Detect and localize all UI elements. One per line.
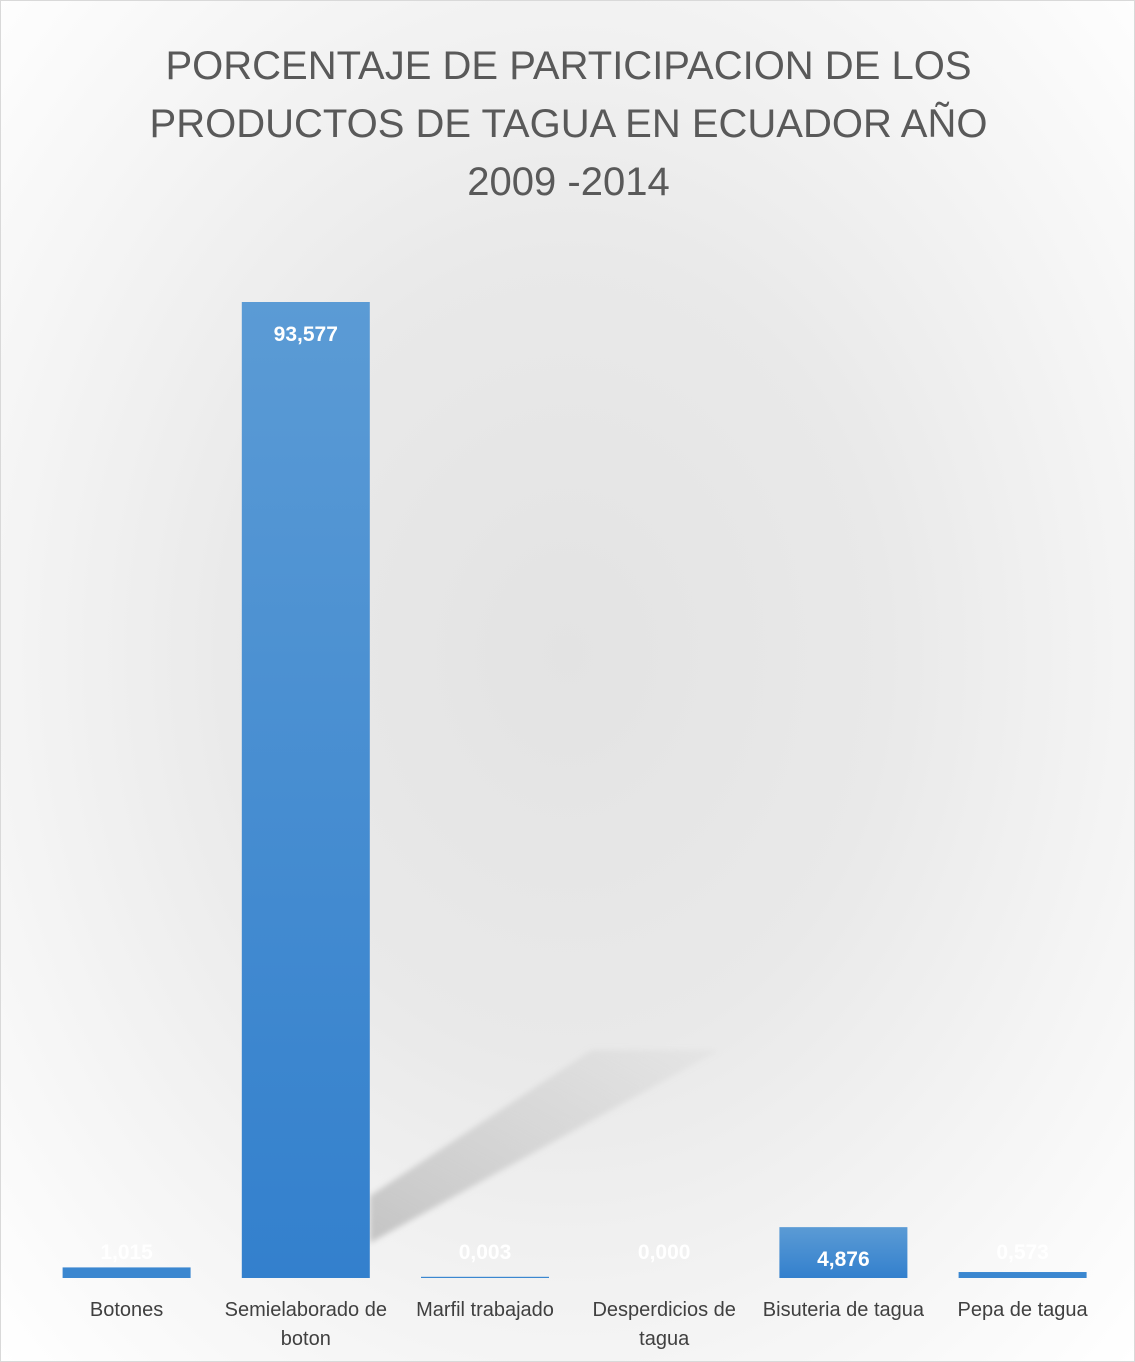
category-label-line: Semielaborado de [225, 1299, 387, 1321]
chart-title-line-1: PORCENTAJE DE PARTICIPACION DE LOS [165, 44, 972, 88]
category-label-line: Bisuteria de tagua [763, 1299, 925, 1321]
bar-2 [241, 302, 370, 1278]
bar-value-label: 0,000 [638, 1241, 691, 1264]
bar-shadow [369, 1050, 720, 1243]
category-label: Botones [90, 1299, 163, 1321]
category-label: Pepa de tagua [958, 1299, 1089, 1321]
bar-6 [958, 1272, 1087, 1278]
bar-value-label: 4,876 [817, 1248, 870, 1271]
bar-value-label: 93,577 [274, 323, 338, 346]
bar-value-label: 0,573 [996, 1241, 1049, 1264]
category-label: Semielaborado de boton [225, 1299, 387, 1350]
chart-title: PORCENTAJE DE PARTICIPACION DE LOS PRODU… [101, 37, 1036, 211]
chart-title-line-3: 2009 -2014 [467, 160, 670, 204]
category-label-line: Botones [90, 1299, 163, 1321]
category-label-line: Desperdicios de [592, 1299, 735, 1321]
category-label-line: boton [281, 1328, 331, 1350]
bar-5 [779, 1227, 908, 1278]
chart-title-line-2: PRODUCTOS DE TAGUA EN ECUADOR AÑO [149, 102, 988, 146]
category-label: Marfil trabajado [416, 1299, 554, 1321]
category-label-line: tagua [639, 1328, 690, 1350]
bar-3 [421, 1276, 549, 1278]
bar-1 [62, 1267, 191, 1278]
bar-value-label: 0,003 [459, 1241, 512, 1264]
category-label-line: Marfil trabajado [416, 1299, 554, 1321]
category-label-line: Pepa de tagua [958, 1299, 1089, 1321]
category-label: Desperdicios de tagua [592, 1299, 735, 1350]
category-label: Bisuteria de tagua [763, 1299, 925, 1321]
bar-value-label: 1,015 [100, 1241, 153, 1264]
